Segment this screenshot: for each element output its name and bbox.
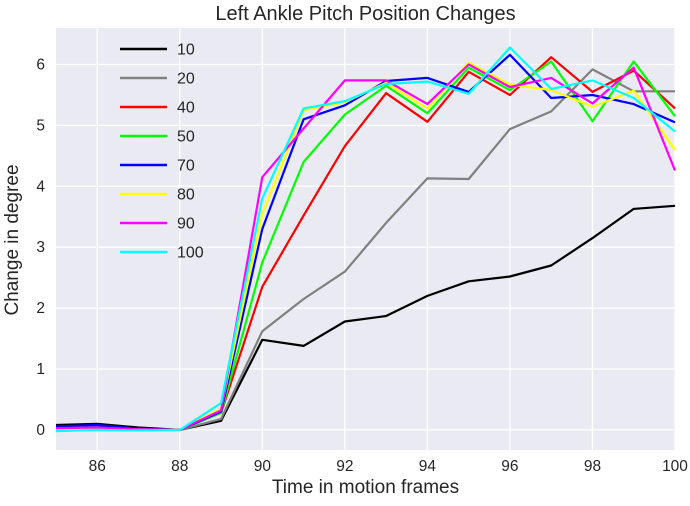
x-tick-label-92: 92	[336, 458, 353, 475]
x-tick-label-90: 90	[254, 458, 272, 475]
x-tick-label-86: 86	[89, 458, 106, 475]
y-tick-label-5: 5	[36, 117, 45, 134]
y-tick-label-3: 3	[36, 239, 45, 256]
x-tick-label-94: 94	[419, 458, 437, 475]
legend-label-90: 90	[177, 216, 195, 233]
y-tick-label-2: 2	[36, 300, 45, 317]
legend-label-40: 40	[177, 100, 195, 117]
plot-background	[56, 28, 675, 450]
legend-label-20: 20	[177, 71, 195, 88]
legend-label-10: 10	[177, 42, 195, 59]
legend-label-80: 80	[177, 187, 195, 204]
y-tick-label-1: 1	[36, 361, 45, 378]
y-tick-label-6: 6	[36, 57, 45, 74]
x-tick-label-96: 96	[501, 458, 518, 475]
x-tick-label-98: 98	[584, 458, 601, 475]
legend-label-70: 70	[177, 158, 195, 175]
x-tick-label-88: 88	[171, 458, 188, 475]
x-axis-label: Time in motion frames	[271, 477, 460, 498]
legend-label-50: 50	[177, 129, 195, 146]
y-tick-label-0: 0	[36, 422, 45, 439]
y-tick-label-4: 4	[36, 178, 45, 195]
y-axis-label: Change in degree	[2, 164, 23, 316]
x-tick-label-100: 100	[662, 458, 688, 475]
legend-label-100: 100	[177, 245, 204, 262]
chart-title: Left Ankle Pitch Position Changes	[215, 3, 516, 25]
series-line-100	[55, 46, 676, 433]
